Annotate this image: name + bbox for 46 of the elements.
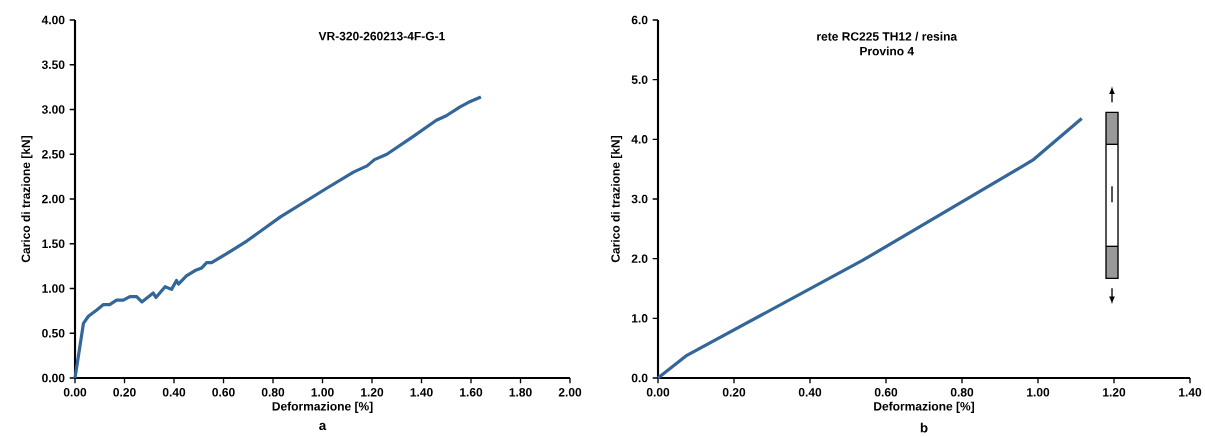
y-tick-label: 0.0 — [631, 373, 648, 383]
y-tick-label: 1.50 — [42, 239, 65, 249]
y-tick-label: 4.0 — [631, 135, 648, 144]
y-tick-label: 4.00 — [41, 15, 65, 25]
x-tick-label: 1.80 — [509, 388, 532, 397]
line-series — [656, 116, 1084, 380]
y-tick-label: 3.50 — [41, 60, 65, 69]
y-tick-label: 5.0 — [631, 75, 648, 84]
y-tick-label: 1.0 — [632, 314, 648, 323]
text: VR-320-260213-4F-G-1 — [318, 31, 445, 41]
x-axis-title: Deformazione [%] — [874, 401, 974, 413]
y-tick-label: 3.0 — [631, 194, 648, 204]
y-tick-label: 0.00 — [42, 373, 65, 383]
y-tick-label: 1.00 — [42, 284, 65, 293]
text: rete RC225 TH12 / resina — [817, 31, 958, 41]
x-axis-title: Deformazione [%] — [272, 401, 373, 413]
x-tick-label: 2.00 — [558, 388, 582, 397]
x-tick-label: 1.20 — [361, 388, 384, 397]
x-tick-label: 1.20 — [1103, 388, 1126, 397]
x-tick-label: 0.00 — [646, 388, 670, 397]
x-tick-label: 1.60 — [460, 388, 483, 397]
x-tick-label: 0.60 — [212, 388, 235, 397]
line-series — [73, 95, 483, 380]
x-tick-label: 1.40 — [410, 388, 433, 397]
y-axis-title: Carico di trazione [kN] — [610, 136, 623, 263]
y-tick-label: 2.0 — [631, 254, 648, 263]
y-tick-label: 2.00 — [42, 194, 65, 204]
x-tick-label: 1.40 — [1179, 388, 1202, 397]
text: b — [920, 422, 928, 433]
y-tick-label: 6.0 — [631, 15, 648, 25]
x-tick-label: 0.60 — [874, 388, 898, 397]
x-tick-label: 1.00 — [311, 388, 334, 397]
x-tick-label: 0.80 — [261, 388, 285, 397]
x-tick-label: 0.00 — [63, 388, 87, 397]
y-tick-label: 2.50 — [42, 150, 65, 159]
x-tick-label: 0.20 — [722, 388, 746, 397]
y-tick-label: 3.00 — [41, 105, 65, 114]
y-tick-label: 0.50 — [42, 329, 65, 338]
x-tick-label: 1.00 — [1027, 388, 1050, 397]
y-axis-title: Carico di trazione [kN] — [21, 136, 33, 263]
text: a — [319, 422, 327, 431]
text: Provino 4 — [860, 46, 915, 56]
x-tick-label: 0.40 — [798, 388, 822, 397]
x-tick-label: 0.20 — [113, 388, 136, 397]
x-tick-label: 0.40 — [162, 388, 186, 397]
x-tick-label: 0.80 — [950, 388, 974, 397]
